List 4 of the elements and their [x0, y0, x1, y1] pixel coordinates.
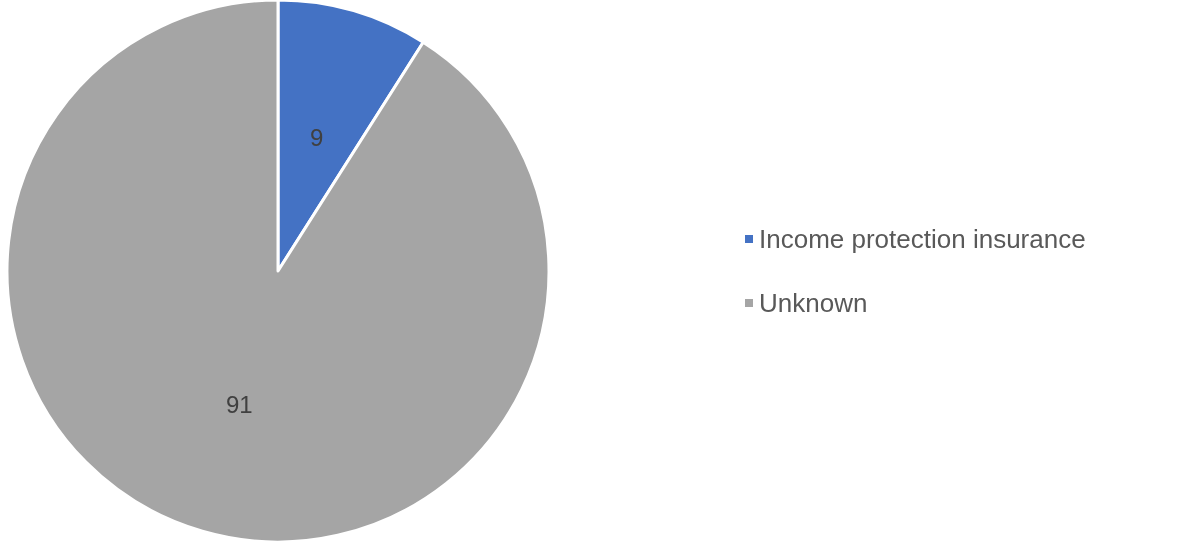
data-label: 9 — [309, 124, 324, 152]
data-label: 91 — [226, 390, 253, 418]
legend-label: Unknown — [759, 288, 868, 318]
legend-label: Income protection insurance — [759, 224, 1086, 254]
